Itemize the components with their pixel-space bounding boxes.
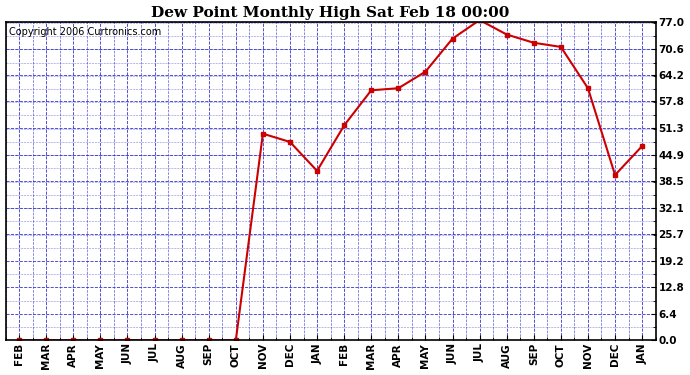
Text: Copyright 2006 Curtronics.com: Copyright 2006 Curtronics.com	[9, 27, 161, 37]
Title: Dew Point Monthly High Sat Feb 18 00:00: Dew Point Monthly High Sat Feb 18 00:00	[151, 6, 510, 20]
